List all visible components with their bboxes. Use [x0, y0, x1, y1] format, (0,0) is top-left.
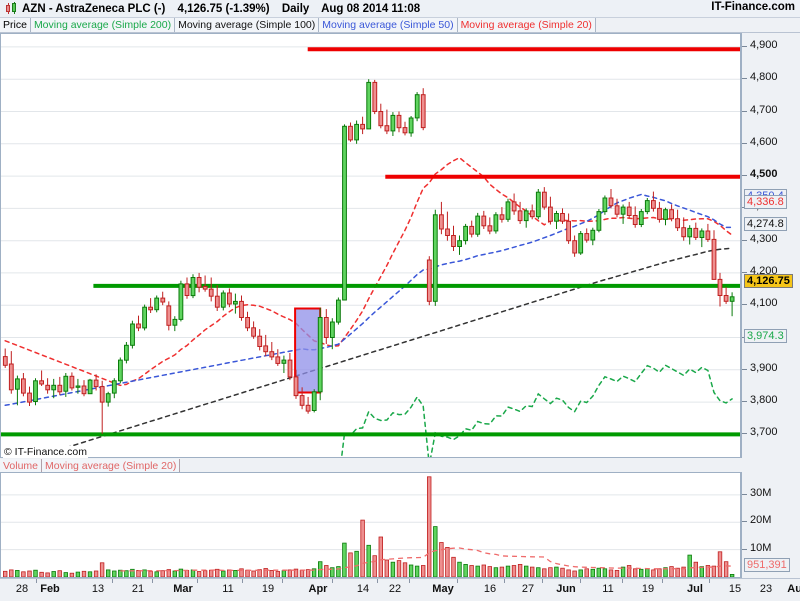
date-separator [709, 579, 710, 583]
date-tick-label: 11 [602, 583, 614, 595]
date-tick-label: 15 [728, 583, 742, 595]
date-tick-label: Feb [40, 583, 60, 595]
date-separator [662, 579, 663, 583]
ma100-value: 4,274.8 [744, 217, 787, 231]
date-tick-label: 23 [759, 583, 773, 595]
date-tick-label: 19 [641, 583, 655, 595]
date-tick-label: 22 [388, 583, 402, 595]
volume-axis[interactable]: 10M 20M 30M 951,391 [741, 472, 800, 578]
date-separator [622, 579, 623, 583]
date-separator [504, 579, 505, 583]
legend-item-ma100[interactable]: Moving average (Simple 100) [175, 18, 320, 32]
date-tick-label: Aug [787, 583, 800, 595]
legend-item-ma200[interactable]: Moving average (Simple 200) [30, 18, 176, 32]
legend-item-ma50[interactable]: Moving average (Simple 50) [319, 18, 458, 32]
price-tick-label: 4,200 [750, 264, 778, 277]
brand-label: IT-Finance.com [711, 1, 795, 13]
volume-tick [742, 548, 747, 550]
ma200-value: 3,974.3 [744, 329, 787, 343]
last-price-header: 4,126.75 (-1.39%) [177, 2, 270, 15]
volume-legend-bar: Volume Moving average (Simple 20) [0, 459, 800, 473]
price-tick-label: 3,800 [750, 394, 778, 407]
candlestick-series [2, 79, 735, 434]
price-axis[interactable]: 4,9004,8004,7004,6004,5004,4004,3004,200… [741, 33, 800, 458]
date-separator [36, 579, 37, 583]
price-tick [742, 78, 747, 80]
price-chart-panel[interactable]: © IT-Finance.com [0, 33, 741, 458]
volume-ma-value: 951,391 [744, 558, 790, 572]
price-tick [742, 142, 747, 144]
price-tick [742, 110, 747, 112]
legend-item-price[interactable]: Price [0, 18, 31, 32]
date-separator [580, 579, 581, 583]
date-tick-label: 11 [222, 583, 234, 595]
candlestick-icon [4, 2, 18, 15]
legend-item-volume-ma20[interactable]: Moving average (Simple 20) [42, 459, 181, 473]
watermark: © IT-Finance.com [3, 446, 89, 458]
volume-tick [742, 521, 747, 523]
date-axis[interactable]: 28 Feb 13 21 Mar 11 19 Apr 14 22 May 16 27 Jun 11 19 Jul… [0, 578, 800, 601]
timeframe-label: Daily [281, 2, 310, 15]
price-tick-label: 4,800 [750, 71, 778, 84]
price-tick-label: 4,100 [750, 297, 778, 310]
date-separator [377, 579, 378, 583]
price-tick-label: 3,700 [750, 426, 778, 439]
volume-chart-panel[interactable] [0, 472, 741, 578]
date-separator [409, 579, 410, 583]
price-tick-label: 4,900 [750, 38, 778, 51]
legend-item-ma20[interactable]: Moving average (Simple 20) [457, 18, 596, 32]
date-tick-label: 28 [15, 583, 29, 595]
date-separator [542, 579, 543, 583]
date-tick-label: 27 [521, 583, 535, 595]
date-tick-label: Jun [556, 583, 576, 595]
date-tick-label: Jul [687, 583, 703, 595]
date-separator [152, 579, 153, 583]
price-tick [742, 433, 747, 435]
date-separator [242, 579, 243, 583]
date-tick-label: 19 [261, 583, 275, 595]
instrument-header: AZN - AstraZeneca PLC (-) 4,126.75 (-1.3… [22, 3, 429, 15]
price-tick-label: 4,600 [750, 135, 778, 148]
price-tick-label: 4,700 [750, 103, 778, 116]
date-tick-label: 21 [131, 583, 145, 595]
price-tick-label: 4,500 [750, 168, 778, 181]
date-separator [332, 579, 333, 583]
date-tick-label: Apr [308, 583, 328, 595]
date-tick-label: Mar [173, 583, 193, 595]
price-legend-bar: Price Moving average (Simple 200) Moving… [0, 18, 800, 33]
date-tick-label: May [432, 583, 454, 595]
date-tick-label: 13 [91, 583, 105, 595]
date-separator [457, 579, 458, 583]
volume-tick-label: 30M [750, 486, 772, 499]
date-separator [112, 579, 113, 583]
volume-tick [742, 493, 747, 495]
ma20-value: 4,336.8 [744, 195, 787, 209]
price-tick-label: 4,300 [750, 232, 778, 245]
price-tick [742, 45, 747, 47]
legend-item-volume[interactable]: Volume [0, 459, 43, 473]
price-tick [742, 271, 747, 273]
date-separator [197, 579, 198, 583]
price-tick [742, 401, 747, 403]
title-bar: AZN - AstraZeneca PLC (-) 4,126.75 (-1.3… [0, 0, 800, 18]
price-tick [742, 368, 747, 370]
volume-tick-label: 20M [750, 514, 772, 527]
price-tick-label: 3,900 [750, 361, 778, 374]
timestamp-label: Aug 08 2014 11:08 [321, 2, 421, 15]
date-tick-label: 16 [483, 583, 497, 595]
date-tick-label: 14 [356, 583, 370, 595]
price-tick [742, 239, 747, 241]
price-tick [742, 175, 747, 177]
instrument-symbol: AZN - AstraZeneca PLC (-) [22, 2, 166, 15]
volume-tick-label: 10M [750, 541, 772, 554]
date-separator [282, 579, 283, 583]
price-tick [742, 304, 747, 306]
last-price: 4,126.75 [744, 274, 793, 288]
